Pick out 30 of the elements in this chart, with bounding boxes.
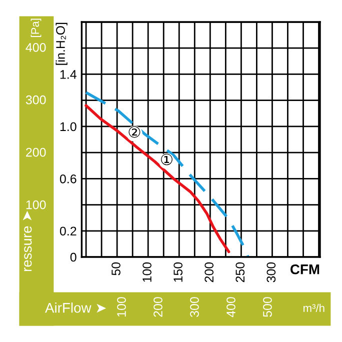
- x2-axis-title: AirFlow ➤: [45, 302, 106, 313]
- text: m³/h: [304, 304, 324, 312]
- x-axis-title: CFM: [290, 264, 320, 274]
- x2-tick-label: 200: [154, 297, 162, 317]
- x2-tick-label: 100: [117, 297, 126, 316]
- x-tick-label: 100: [142, 262, 152, 282]
- x-tick-label: 200: [204, 262, 214, 282]
- x-tick-label: 150: [174, 262, 182, 282]
- x-tick-label: 300: [266, 262, 276, 282]
- text: [Pa]: [30, 18, 42, 37]
- line-series: [84, 104, 230, 254]
- y-tick-label: 1.0: [60, 122, 76, 132]
- x2-tick-label: 500: [263, 297, 272, 317]
- annotation: ①: [161, 154, 172, 166]
- x2-tick-label: 400: [226, 297, 236, 318]
- y-tick-label: 0.6: [60, 174, 76, 184]
- y2-tick-label: 100: [26, 200, 46, 210]
- x-tick-label: 50: [112, 262, 120, 276]
- y2-tick-label: 300: [26, 95, 46, 104]
- x2-tick-label: 300: [190, 297, 199, 317]
- y-tick-label: 0: [70, 252, 76, 262]
- y-axis-title: [in.H₂O]: [56, 22, 68, 65]
- y-tick-label: 1.4: [60, 70, 76, 79]
- x-tick-label: 250: [236, 262, 245, 282]
- y2-tick-label: 200: [26, 148, 46, 157]
- y2-axis-title: ressure ➤: [22, 210, 32, 272]
- annotation: ②: [128, 126, 140, 138]
- y-tick-label: 0.2: [60, 226, 76, 236]
- y2-tick-label: 400: [26, 42, 46, 52]
- line-series: [84, 91, 250, 257]
